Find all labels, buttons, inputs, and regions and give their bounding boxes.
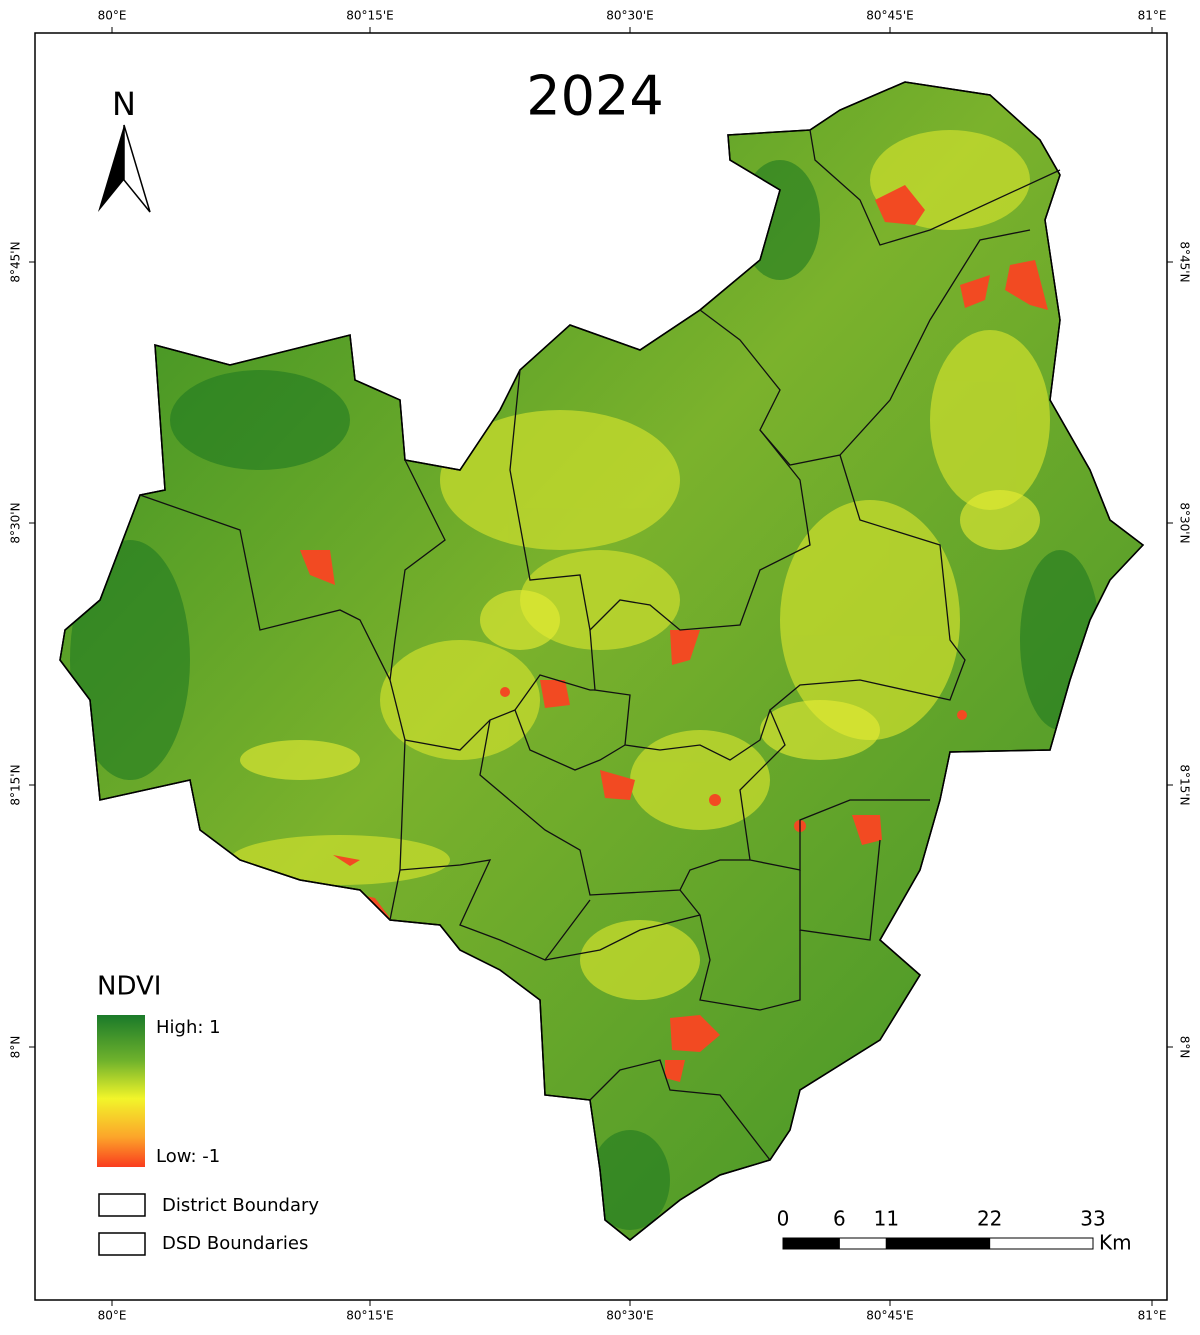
lon-label: 81°E [1138,9,1167,23]
legend-ramp [97,1015,145,1167]
lon-label: 80°15'E [346,1309,393,1323]
lat-label: 8°30'N [9,502,23,543]
legend-title: NDVI [97,972,161,1002]
lon-label: 80°E [98,1309,127,1323]
map-frame [34,32,1168,1301]
scale-label: 22 [977,1207,1002,1231]
ndvi-raster [60,82,1143,1240]
scale-label: 33 [1080,1207,1105,1231]
lat-label: 8°30'N [1178,502,1192,543]
legend-swatch [98,1232,146,1256]
graticule: 80°E 80°E 80°15'E 80°15'E 80°30'E 80°30'E 80°4… [9,9,1192,1323]
scale-segment [989,1237,1094,1250]
legend-high: High: 1 [156,1017,221,1038]
lon-label: 80°45'E [866,9,913,23]
legend-item: DSD Boundaries [162,1233,308,1254]
dsd-boundaries [139,129,1061,1161]
lat-label: 8°15'N [9,764,23,805]
lon-label: 80°15'E [346,9,393,23]
map-title: 2024 [526,65,663,128]
lon-label: 81°E [1138,1309,1167,1323]
scale-segment [782,1237,840,1250]
north-arrow [123,124,151,213]
scale-segment [885,1237,991,1250]
scale-label: 6 [833,1207,846,1231]
scale-label: 11 [874,1207,899,1231]
lon-label: 80°E [98,9,127,23]
lon-label: 80°30'E [606,9,653,23]
lon-label: 80°45'E [866,1309,913,1323]
lat-label: 8°N [9,1036,23,1059]
lat-label: 8°N [1178,1036,1192,1059]
north-label: N [112,85,136,123]
legend-swatch [98,1193,146,1217]
scale-label: 0 [777,1207,790,1231]
legend-item: District Boundary [162,1195,319,1216]
lat-label: 8°45'N [1178,241,1192,282]
district-boundary [59,81,1145,1241]
north-arrow [98,125,124,212]
lat-label: 8°15'N [1178,764,1192,805]
lon-label: 80°30'E [606,1309,653,1323]
legend-low: Low: -1 [156,1146,220,1167]
scale-unit: Km [1099,1231,1132,1255]
scale-segment [838,1237,887,1250]
lat-label: 8°45'N [9,241,23,282]
